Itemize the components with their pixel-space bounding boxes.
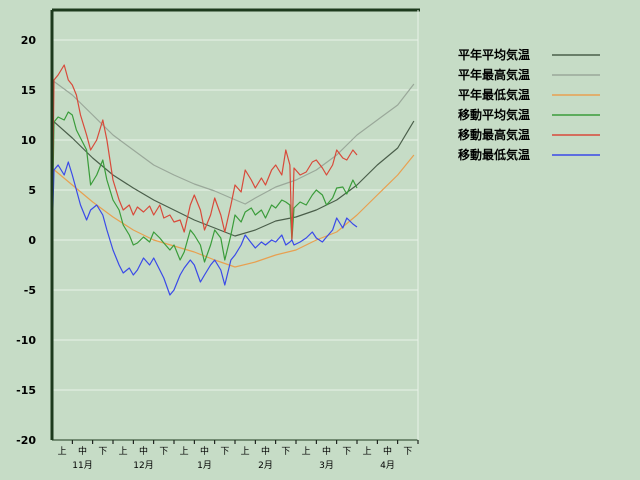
- series-line: [51, 161, 358, 296]
- legend-label: 移動平均気温: [458, 107, 530, 122]
- legend-label: 平年平均気温: [458, 47, 530, 62]
- x-subtick-label: 下: [98, 447, 107, 457]
- x-subtick-label: 上: [119, 446, 128, 457]
- x-subtick-label: 下: [342, 447, 351, 457]
- x-subtick-label: 上: [58, 446, 67, 457]
- x-subtick-label: 上: [241, 446, 250, 457]
- series-line: [51, 119, 415, 237]
- y-tick-label: 20: [21, 34, 37, 47]
- x-subtick-label: 中: [200, 445, 209, 457]
- y-axis: 20 15 10 5 0 -5 -10 -15 -20: [16, 34, 36, 447]
- x-subtick-label: 下: [220, 447, 229, 457]
- x-month-label: 11月: [72, 460, 92, 471]
- series-line: [51, 154, 415, 268]
- y-tick-label: 10: [21, 134, 37, 147]
- x-subtick-label: 中: [383, 445, 392, 457]
- legend-label: 移動最低気温: [458, 147, 530, 162]
- series-line: [51, 79, 415, 205]
- x-subtick-label: 下: [403, 447, 412, 457]
- x-subtick-label: 上: [363, 446, 372, 457]
- y-tick-label: -10: [16, 334, 36, 347]
- plot-frame: [50, 8, 420, 441]
- series-group: [51, 64, 415, 296]
- x-month-label: 2月: [258, 460, 273, 471]
- x-subtick-label: 中: [261, 445, 270, 457]
- y-tick-label: 0: [28, 234, 36, 247]
- x-subtick-label: 上: [180, 446, 189, 457]
- x-subtick-label: 中: [139, 445, 148, 457]
- x-subtick-label: 下: [159, 447, 168, 457]
- x-month-label: 3月: [319, 460, 334, 471]
- x-subtick-label: 中: [322, 445, 331, 457]
- x-month-label: 12月: [133, 460, 153, 471]
- x-subtick-label: 下: [281, 447, 290, 457]
- y-tick-label: 15: [21, 84, 36, 97]
- y-tick-label: -5: [24, 284, 36, 297]
- series-line: [51, 111, 358, 263]
- legend-label: 平年最高気温: [458, 67, 530, 82]
- y-tick-label: -15: [16, 384, 36, 397]
- x-subtick-label: 中: [78, 445, 87, 457]
- x-subtick-label: 上: [302, 446, 311, 457]
- y-tick-label: -20: [16, 434, 36, 447]
- series-line: [51, 64, 358, 241]
- x-month-label: 4月: [380, 460, 395, 471]
- x-month-label: 1月: [197, 460, 212, 471]
- legend-label: 移動最高気温: [458, 127, 530, 142]
- legend-label: 平年最低気温: [458, 87, 530, 102]
- y-tick-label: 5: [28, 184, 36, 197]
- x-axis: 上中下上中下上中下上中下上中下上中下11月 12月 1月 2月 3月 4月: [58, 440, 419, 471]
